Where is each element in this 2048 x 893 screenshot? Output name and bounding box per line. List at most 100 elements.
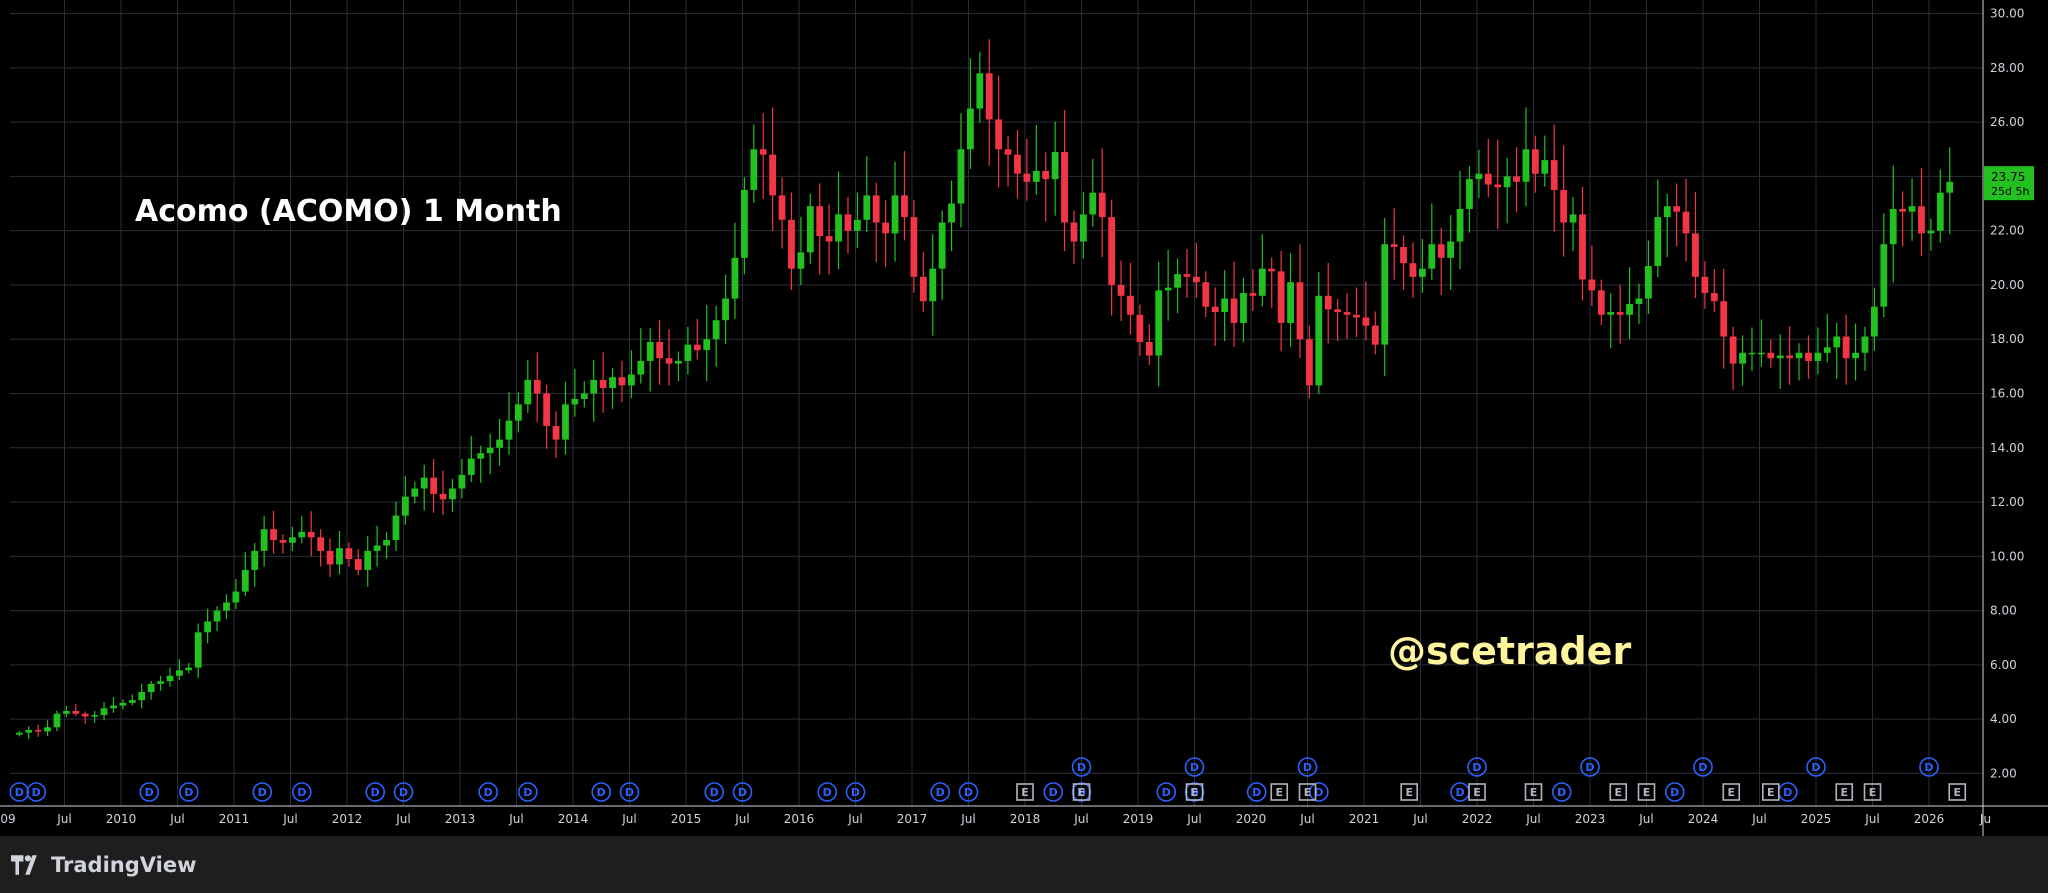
time-tick-label: Jul xyxy=(960,812,975,826)
candle xyxy=(307,511,315,557)
candlestick-chart[interactable]: D D D D D D D D D D D D D D D D D D D D D D D D D D D DD D D D D D D DE E E E… xyxy=(0,0,2048,836)
earnings-marker[interactable]: E xyxy=(1185,783,1204,801)
dividend-marker[interactable]: D xyxy=(1309,782,1329,802)
dividend-marker[interactable]: D xyxy=(845,782,866,802)
candle-body xyxy=(157,681,164,684)
candle-body xyxy=(1748,352,1756,355)
candle-body xyxy=(1588,279,1596,291)
dividend-marker[interactable]: D xyxy=(1777,782,1798,802)
price-tick-label: 20.00 xyxy=(1990,278,2024,292)
earnings-marker[interactable]: E xyxy=(1468,783,1486,801)
dividend-marker[interactable]: D xyxy=(478,782,499,802)
earnings-marker[interactable]: E xyxy=(1016,783,1034,801)
candle xyxy=(1192,242,1200,299)
earnings-marker[interactable]: E xyxy=(1863,783,1882,801)
dividend-marker[interactable]: D xyxy=(1071,757,1092,777)
candle-body xyxy=(91,715,99,717)
candle-body xyxy=(656,341,664,359)
svg-text:E: E xyxy=(1078,786,1086,799)
candle xyxy=(1353,287,1360,337)
candle-body xyxy=(853,219,861,231)
dividend-marker[interactable]: D xyxy=(958,782,979,802)
candle xyxy=(929,234,937,336)
earnings-marker[interactable]: E xyxy=(1835,783,1854,801)
dividend-marker[interactable]: D xyxy=(1156,782,1177,802)
dividend-marker[interactable]: D xyxy=(1184,782,1205,802)
candle-body xyxy=(439,493,447,500)
dividend-marker[interactable]: D xyxy=(1551,782,1572,802)
earnings-marker[interactable]: E xyxy=(1270,783,1289,801)
svg-text:D: D xyxy=(597,786,606,799)
candle xyxy=(467,435,475,482)
earnings-marker[interactable]: E xyxy=(1400,783,1418,801)
candle-body xyxy=(1569,214,1577,223)
tradingview-brand[interactable]: TradingView xyxy=(11,853,196,877)
candle-body xyxy=(345,548,353,560)
dividend-marker[interactable]: D xyxy=(591,782,612,802)
candle xyxy=(1240,277,1247,343)
earnings-marker[interactable]: E xyxy=(1762,783,1780,801)
candle-body xyxy=(1079,214,1087,242)
dividend-marker[interactable]: D xyxy=(252,782,273,802)
svg-text:D: D xyxy=(1811,761,1820,774)
svg-text:D: D xyxy=(1190,786,1199,799)
candle xyxy=(1767,339,1775,368)
dividend-marker[interactable]: D xyxy=(732,782,753,802)
footer-bar: TradingView xyxy=(0,836,2048,893)
dividend-marker[interactable]: D xyxy=(291,782,312,802)
dividend-marker[interactable]: D xyxy=(1043,782,1064,802)
candle-body xyxy=(430,477,438,494)
dividend-marker[interactable]: D xyxy=(1664,782,1685,802)
earnings-marker[interactable]: E xyxy=(1948,783,1967,801)
candle-body xyxy=(1456,208,1464,242)
dividend-marker[interactable]: D xyxy=(365,782,386,802)
candle-body xyxy=(1616,312,1624,315)
dividend-marker[interactable]: D xyxy=(1071,782,1092,802)
dividend-marker[interactable]: D xyxy=(1184,757,1205,777)
candle xyxy=(1390,208,1398,280)
price-tick-label: 10.00 xyxy=(1990,549,2024,563)
earnings-marker[interactable]: E xyxy=(1722,783,1741,801)
dividend-marker[interactable]: D xyxy=(1580,757,1600,777)
time-tick-label: 2019 xyxy=(1123,812,1154,826)
dividend-marker[interactable]: D xyxy=(1919,757,1939,777)
candle-body xyxy=(1795,352,1803,359)
candle-body xyxy=(373,545,381,551)
candle-body xyxy=(194,632,202,668)
earnings-marker[interactable]: E xyxy=(1609,783,1628,801)
dividend-marker[interactable]: D xyxy=(817,782,838,802)
candle xyxy=(1183,249,1191,298)
candle-body xyxy=(1531,149,1539,174)
dividend-marker[interactable]: D xyxy=(1450,782,1470,802)
dividend-marker[interactable]: D xyxy=(517,782,538,802)
candle xyxy=(439,470,447,515)
earnings-marker[interactable]: E xyxy=(1072,783,1091,801)
earnings-marker[interactable]: E xyxy=(1298,783,1317,801)
time-tick-label: Ju xyxy=(1979,812,1991,826)
dividend-marker[interactable]: D xyxy=(1467,757,1487,777)
earnings-marker[interactable]: E xyxy=(1524,783,1543,801)
dividend-marker[interactable]: D xyxy=(930,782,951,802)
dividend-marker[interactable]: D xyxy=(1297,757,1318,777)
dividend-marker[interactable]: D xyxy=(179,782,199,802)
candle-body xyxy=(175,670,183,676)
dividend-marker[interactable]: D xyxy=(139,782,160,802)
svg-text:D: D xyxy=(1924,761,1933,774)
candle-body xyxy=(270,529,277,541)
candle-body xyxy=(1409,263,1417,277)
dividend-marker[interactable]: D xyxy=(1806,757,1826,777)
dividend-marker[interactable]: D xyxy=(393,782,414,802)
dividend-marker[interactable]: D xyxy=(9,782,30,802)
dividend-marker[interactable]: D xyxy=(704,782,725,802)
dividend-marker[interactable]: D xyxy=(1693,757,1713,777)
dividend-marker[interactable]: D xyxy=(26,782,47,802)
candle xyxy=(1729,326,1737,390)
dividend-marker[interactable]: D xyxy=(619,782,640,802)
earnings-marker[interactable]: E xyxy=(1637,783,1656,801)
candle-body xyxy=(1663,206,1671,218)
dividend-marker[interactable]: D xyxy=(1246,782,1267,802)
candle-body xyxy=(1418,268,1426,277)
candle-body xyxy=(1823,347,1831,353)
candle-body xyxy=(1776,355,1784,359)
